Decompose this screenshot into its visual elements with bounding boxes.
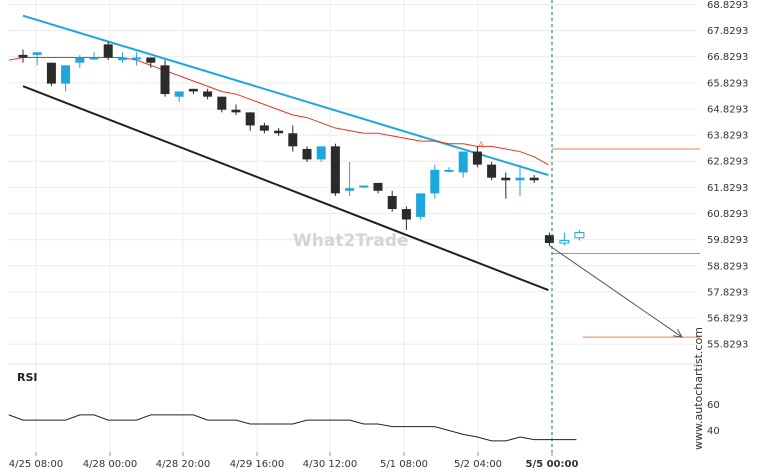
candle-body [32,52,42,55]
grid [8,0,697,452]
candle-body [288,133,298,147]
candle-body [444,169,454,172]
candle-body [245,112,255,126]
price-tick-label: 63.8293 [707,131,748,142]
price-tick-label: 68.8293 [707,0,748,11]
candle-body [217,96,227,110]
candle-body [416,193,426,217]
pattern-marker-label: A [478,141,485,151]
candle-body [316,146,326,160]
candle-body [89,57,99,60]
time-tick-label: 5/2 04:00 [454,459,502,470]
time-tick-label: 4/28 00:00 [83,459,137,470]
candle-body [529,177,539,181]
rsi-tick-label: 60 [707,400,720,411]
candle-body [373,182,383,191]
candle-body [75,57,85,63]
price-tick-label: 65.8293 [707,78,748,89]
time-tick-label: 5/1 08:00 [380,459,428,470]
price-axis: 68.8293 67.8293 66.8293 65.8293 64.8293 63.82… [707,0,748,351]
candle-body [330,146,340,194]
candle-body [458,151,468,173]
candlesticks [18,41,585,246]
price-tick-label: 56.8293 [707,314,748,325]
price-tick-label: 59.8293 [707,235,748,246]
resistance-trendline [22,14,549,177]
rsi-axis: 60 40 [707,400,720,437]
support-trendline [22,85,549,291]
time-tick-label: 4/29 16:00 [230,459,284,470]
candle-body [18,54,28,58]
price-tick-label: 57.8293 [707,287,748,298]
time-tick-label: 4/28 20:00 [156,459,210,470]
rsi-tick-label: 40 [707,426,720,437]
watermark: What2Trade [293,231,409,251]
candle-body [103,44,113,58]
candle-body [174,91,184,97]
price-tick-label: 61.8293 [707,183,748,194]
candle-body [559,239,570,244]
candle-body [472,151,482,165]
candle-body [61,65,71,84]
price-tick-label: 60.8293 [707,209,748,220]
candle-body [274,130,284,134]
time-tick-label: 4/30 12:00 [303,459,357,470]
price-tick-label: 64.8293 [707,104,748,115]
candle-body [574,232,585,239]
price-tick-label: 62.8293 [707,157,748,168]
brand-watermark: www.autochartist.com [692,327,705,450]
candle-body [359,185,369,188]
candle-body [132,57,142,60]
price-tick-label: 67.8293 [707,26,748,37]
price-tick-label: 66.8293 [707,52,748,63]
candle-body [515,177,525,181]
forecast-arrow-head [673,329,683,338]
price-tick-label: 55.8293 [707,340,748,351]
time-tick-label: 4/25 08:00 [9,459,63,470]
candle-body [302,148,312,160]
candle-body [160,65,170,95]
forecast-arrow-shaft [549,245,683,338]
candle-body [387,195,397,210]
forecast-arrow [549,245,683,338]
candle-body [46,62,56,84]
time-tick-label: 5/5 00:00 [526,459,579,470]
moving-average-line [8,56,549,166]
candle-body [146,57,156,63]
candle-body [401,209,411,220]
rsi-line [8,414,577,442]
candle-body [231,109,241,113]
candle-body [345,188,355,191]
rsi-label: RSI [17,371,38,384]
candle-body [544,235,554,244]
candle-body [203,91,213,97]
candle-body [487,164,497,178]
candle-body [117,57,127,61]
candle-body [430,169,440,194]
trendlines [22,14,549,291]
candle-body [188,88,198,92]
candle-body [259,125,269,131]
price-tick-label: 58.8293 [707,261,748,272]
price-levels [552,148,700,338]
time-axis: 4/25 08:00 4/28 00:00 4/28 20:00 4/29 16:00… [9,452,579,470]
candle-body [501,177,511,181]
